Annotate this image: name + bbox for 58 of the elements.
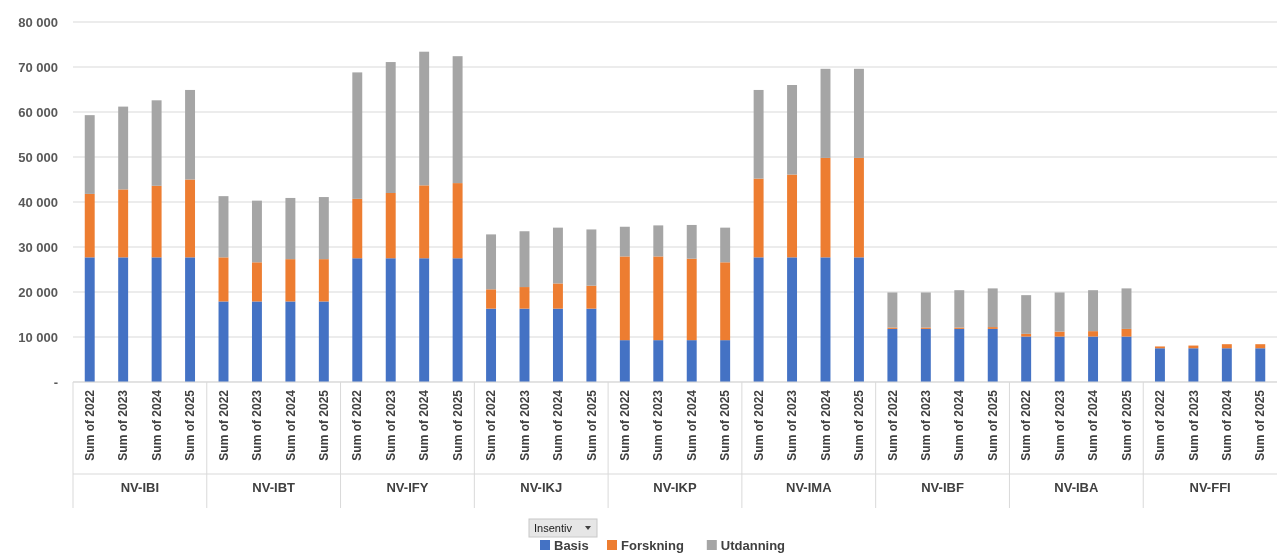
x-tick-label: Sum of 2022 [216, 389, 231, 461]
x-tick-label: Sum of 2022 [82, 389, 97, 461]
text: NV-IKP [653, 480, 697, 495]
x-tick-label: Sum of 2023 [651, 389, 666, 461]
y-tick-label: 40 000 [18, 194, 58, 210]
legend-label: Utdanning [720, 538, 786, 553]
legend-label: Forskning [621, 538, 684, 553]
x-tick-label: Sum of 2024 [952, 389, 967, 461]
y-tick-label: 70 000 [18, 59, 58, 75]
x-tick-label: Sum of 2024 [551, 389, 566, 461]
x-tick-label: Sum of 2025 [718, 389, 733, 461]
x-tick-label: Sum of 2024 [1220, 389, 1235, 461]
x-tick-label: Sum of 2025 [985, 389, 1000, 461]
x-tick-label: Sum of 2025 [450, 389, 465, 461]
x-tick-label: Sum of 2022 [350, 389, 365, 461]
text: NV-FFI [1189, 480, 1231, 495]
y-tick-label: 60 000 [18, 104, 58, 120]
legend-title: Insentiv [534, 522, 573, 534]
x-tick-label: Sum of 2022 [618, 389, 633, 461]
y-tick-label: 20 000 [18, 284, 58, 300]
x-tick-label: Sum of 2024 [149, 389, 164, 461]
x-tick-label: Sum of 2025 [852, 389, 867, 461]
x-tick-label: Sum of 2022 [751, 389, 766, 461]
x-tick-label: Sum of 2022 [885, 389, 900, 461]
text: NV-IBF [921, 480, 964, 495]
y-tick-label: 80 000 [18, 14, 58, 30]
x-tick-label: Sum of 2023 [116, 389, 131, 461]
x-tick-label: Sum of 2025 [1119, 389, 1134, 461]
text: NV-IBI [120, 480, 160, 495]
y-tick-label: 30 000 [18, 239, 58, 255]
x-tick-label: Sum of 2025 [317, 389, 332, 461]
y-tick-label: 50 000 [18, 149, 58, 165]
x-tick-label: Sum of 2022 [1153, 389, 1168, 461]
text: NV-IBA [1054, 480, 1099, 495]
x-tick-label: Sum of 2025 [1253, 389, 1268, 461]
x-tick-label: Sum of 2024 [684, 389, 699, 461]
x-tick-label: Sum of 2024 [818, 389, 833, 461]
legend-label: Basis [554, 538, 589, 553]
text: NV-IFY [386, 480, 429, 495]
x-tick-label: Sum of 2022 [1019, 389, 1034, 461]
x-tick-label: Sum of 2025 [183, 389, 198, 461]
text: NV-IMA [786, 480, 833, 495]
x-tick-label: Sum of 2022 [484, 389, 499, 461]
x-tick-label: Sum of 2024 [417, 389, 432, 461]
x-tick-label: Sum of 2023 [1186, 389, 1201, 461]
x-tick-label: Sum of 2023 [1052, 389, 1067, 461]
x-tick-label: Sum of 2023 [517, 389, 532, 461]
y-tick-label: 10 000 [18, 329, 58, 345]
y-tick-label: - [53, 374, 58, 390]
x-tick-label: Sum of 2025 [584, 389, 599, 461]
x-tick-label: Sum of 2024 [1086, 389, 1101, 461]
x-tick-label: Sum of 2023 [785, 389, 800, 461]
x-tick-label: Sum of 2023 [919, 389, 934, 461]
text: NV-IBT [252, 480, 296, 495]
x-tick-label: Sum of 2024 [283, 389, 298, 461]
text: NV-IKJ [520, 480, 563, 495]
x-tick-label: Sum of 2023 [250, 389, 265, 461]
x-tick-label: Sum of 2023 [383, 389, 398, 461]
